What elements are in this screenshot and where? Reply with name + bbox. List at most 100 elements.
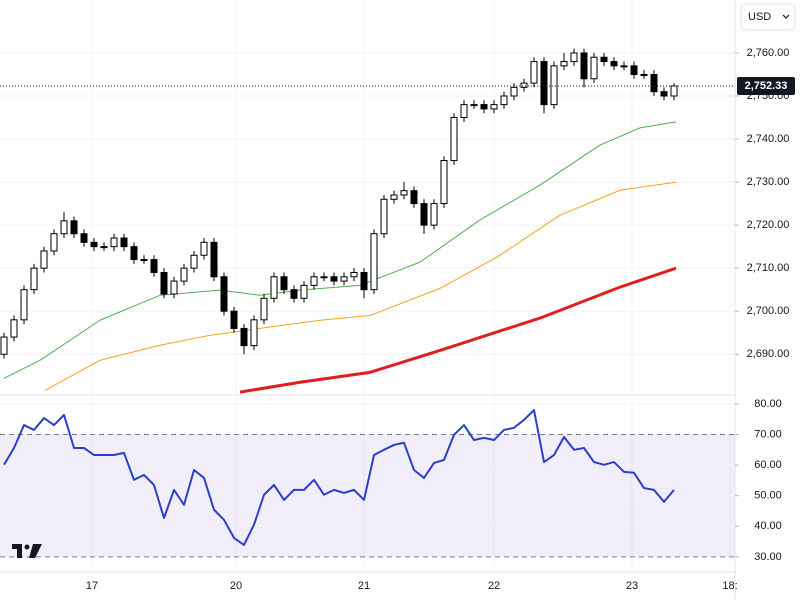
candle-body — [370, 233, 378, 291]
candle-body — [70, 220, 78, 235]
candle-body — [580, 52, 588, 80]
candle-body — [670, 85, 678, 97]
candle-body — [510, 86, 518, 97]
candle-body — [660, 91, 668, 97]
y-tick-label: 2,700.00 — [747, 305, 790, 317]
moving-average-line — [44, 181, 677, 391]
x-tick-label: 21 — [358, 580, 370, 592]
logo-part — [24, 544, 30, 550]
candle-body — [520, 82, 528, 88]
rsi-line — [3, 409, 675, 546]
y-tick-label: 2,710.00 — [747, 262, 790, 274]
dropdown-chevron[interactable] — [782, 14, 790, 19]
candle-body — [300, 284, 308, 299]
y-tick-label: 2,720.00 — [747, 219, 790, 231]
y-tick-label: 60.00 — [754, 459, 782, 471]
candle-body — [270, 276, 278, 299]
candle-body — [230, 310, 238, 329]
candle-body — [180, 267, 188, 282]
candle-body — [210, 241, 218, 278]
candle-body — [310, 276, 318, 286]
candle-body — [10, 319, 18, 338]
candle-body — [400, 190, 408, 196]
plot-layer — [0, 0, 735, 570]
candle-body — [80, 233, 88, 243]
candle-body — [450, 117, 458, 162]
moving-average-line — [239, 266, 677, 394]
y-tick-label: 70.00 — [754, 428, 782, 440]
candle-body — [590, 56, 598, 80]
candle-body — [240, 327, 248, 347]
candle-body — [350, 271, 358, 278]
candle-body — [430, 203, 438, 226]
candle-body — [500, 95, 508, 106]
candle-body — [340, 276, 348, 282]
candle-body — [410, 190, 418, 205]
x-tick-label: 23 — [626, 580, 638, 592]
candle-body — [260, 297, 268, 321]
candle-body — [600, 56, 608, 63]
candle-body — [200, 241, 208, 256]
candle-body — [610, 61, 618, 67]
y-tick-label: 40.00 — [754, 520, 782, 532]
candle-body — [650, 73, 658, 93]
candle-body — [220, 276, 228, 312]
candle-body — [640, 73, 648, 76]
candle-body — [320, 276, 328, 279]
y-tick-label: 2,730.00 — [747, 176, 790, 188]
candle-body — [480, 104, 488, 110]
candle-body — [110, 237, 118, 248]
candle-body — [130, 246, 138, 261]
candle-body — [630, 65, 638, 75]
candle-body — [390, 194, 398, 200]
y-tick-label: 30.00 — [754, 551, 782, 563]
x-tick-label: 20 — [230, 580, 242, 592]
candle-body — [170, 280, 178, 295]
candle-body — [380, 198, 388, 235]
candle-body — [540, 61, 548, 106]
candle-body — [140, 259, 148, 262]
candle-body — [60, 220, 68, 235]
candle-body — [290, 289, 298, 299]
candle-body — [160, 271, 168, 295]
candle-body — [550, 65, 558, 106]
candle-body — [20, 289, 28, 321]
candle-body — [190, 254, 198, 269]
x-tick-label: 18: — [722, 580, 737, 592]
candle-body — [440, 160, 448, 205]
candle-body — [100, 246, 108, 249]
logo-part — [12, 544, 22, 558]
candle-body — [490, 104, 498, 110]
candle-body — [40, 250, 48, 269]
candle-body — [620, 65, 628, 68]
dropdown-box[interactable] — [740, 3, 796, 31]
candle-body — [470, 104, 478, 107]
last-price-box — [737, 76, 795, 95]
last-price-label: 2,752.33 — [745, 80, 788, 92]
y-tick-label: 2,760.00 — [747, 47, 790, 59]
candle-body — [150, 259, 158, 273]
candle-body — [560, 61, 568, 67]
logo — [12, 544, 42, 558]
moving-average-line — [3, 121, 677, 379]
y-tick-label: 80.00 — [754, 398, 782, 410]
candle-body — [420, 203, 428, 226]
x-tick-label: 17 — [86, 580, 98, 592]
candle-body — [30, 267, 38, 291]
candle-body — [120, 237, 128, 248]
candle-body — [280, 276, 288, 291]
logo-part — [29, 544, 42, 558]
candle-body — [50, 233, 58, 252]
candle-body — [460, 104, 468, 119]
candle-body — [530, 61, 538, 84]
currency-label[interactable]: USD — [748, 11, 771, 23]
x-tick-label: 22 — [488, 580, 500, 592]
candle-body — [330, 276, 338, 282]
y-tick-label: 50.00 — [754, 490, 782, 502]
candle-body — [360, 271, 368, 291]
currency-dropdown[interactable]: USD — [740, 3, 796, 31]
y-tick-label: 2,690.00 — [747, 348, 790, 360]
candle-body — [0, 336, 8, 355]
candle-body — [570, 52, 578, 63]
